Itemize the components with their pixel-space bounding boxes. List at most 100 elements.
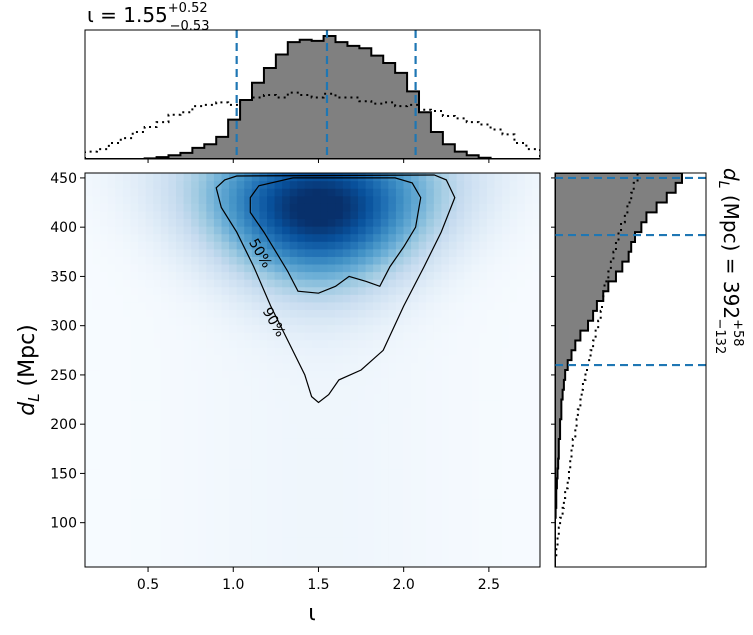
heatmap-cell — [327, 233, 336, 242]
heatmap-cell — [229, 354, 238, 364]
heatmap-cell — [160, 279, 170, 288]
heatmap-cell — [259, 203, 268, 212]
heatmap-cell — [380, 279, 389, 288]
heatmap-cell — [236, 400, 245, 409]
heatmap-cell — [509, 415, 518, 424]
heatmap-cell — [532, 385, 540, 394]
heatmap-cell — [411, 241, 420, 250]
heatmap-cell — [92, 210, 101, 220]
heatmap-cell — [433, 392, 443, 401]
heatmap-cell — [183, 445, 192, 454]
heatmap-cell — [479, 438, 488, 447]
heatmap-cell — [471, 370, 480, 379]
heatmap-cell — [122, 423, 132, 432]
heatmap-cell — [395, 536, 405, 545]
heatmap-cell — [471, 316, 480, 326]
heatmap-cell — [282, 468, 291, 477]
heatmap-cell — [168, 354, 177, 364]
heatmap-cell — [456, 529, 465, 538]
heatmap-cell — [297, 271, 306, 280]
heatmap-cell — [92, 370, 101, 379]
heatmap-cell — [350, 483, 359, 492]
heatmap-cell — [221, 415, 230, 424]
heatmap-cell — [130, 445, 139, 454]
heatmap-cell — [449, 370, 458, 379]
heatmap-cell — [259, 506, 268, 515]
heatmap-cell — [267, 491, 276, 500]
heatmap-cell — [206, 415, 215, 424]
heatmap-cell — [524, 438, 534, 447]
heatmap-cell — [138, 233, 147, 242]
heatmap-cell — [244, 476, 253, 485]
heatmap-cell — [145, 241, 154, 250]
heatmap-cell — [373, 248, 382, 257]
heatmap-cell — [206, 362, 215, 371]
heatmap-cell — [486, 415, 496, 424]
heatmap-cell — [297, 354, 306, 364]
heatmap-cell — [380, 498, 389, 507]
heatmap-cell — [176, 248, 185, 257]
heatmap-cell — [153, 551, 162, 561]
heatmap-cell — [456, 551, 465, 561]
heatmap-cell — [456, 544, 465, 553]
heatmap-cell — [320, 362, 329, 371]
heatmap-cell — [85, 218, 94, 227]
heatmap-cell — [373, 362, 382, 371]
heatmap-cell — [274, 347, 283, 356]
heatmap-cell — [342, 362, 352, 371]
heatmap-cell — [411, 218, 420, 227]
heatmap-cell — [373, 294, 382, 303]
heatmap-cell — [403, 415, 412, 424]
heatmap-cell — [191, 241, 200, 250]
heatmap-cell — [145, 468, 154, 477]
heatmap-cell — [145, 347, 154, 356]
heatmap-cell — [426, 354, 435, 364]
heatmap-cell — [418, 347, 427, 356]
heatmap-cell — [335, 551, 344, 561]
heatmap-cell — [456, 256, 465, 265]
heatmap-cell — [191, 476, 200, 485]
heatmap-cell — [449, 544, 458, 553]
heatmap-cell — [138, 309, 147, 318]
heatmap-cell — [130, 241, 139, 250]
heatmap-cell — [92, 316, 101, 326]
heatmap-cell — [213, 453, 223, 462]
heatmap-cell — [517, 309, 526, 318]
heatmap-cell — [213, 294, 223, 303]
heatmap-cell — [365, 180, 374, 189]
heatmap-cell — [350, 294, 359, 303]
heatmap-cell — [267, 423, 276, 432]
heatmap-cell — [191, 460, 200, 470]
heatmap-cell — [312, 453, 321, 462]
heatmap-cell — [418, 468, 427, 477]
heatmap-cell — [486, 521, 496, 530]
heatmap-cell — [517, 339, 526, 348]
heatmap-cell — [388, 536, 397, 545]
heatmap-cell — [213, 339, 223, 348]
heatmap-cell — [365, 226, 374, 235]
heatmap-cell — [259, 354, 268, 364]
heatmap-cell — [244, 294, 253, 303]
heatmap-cell — [107, 188, 116, 197]
heatmap-cell — [122, 483, 132, 492]
heatmap-cell — [213, 438, 223, 447]
heatmap-cell — [251, 195, 261, 204]
heatmap-cell — [236, 521, 245, 530]
heatmap-cell — [160, 218, 170, 227]
heatmap-cell — [138, 286, 147, 295]
heatmap-cell — [449, 362, 458, 371]
heatmap-cell — [206, 301, 215, 310]
heatmap-cell — [244, 559, 253, 567]
heatmap-cell — [358, 476, 367, 485]
heatmap-cell — [282, 476, 291, 485]
heatmap-cell — [464, 476, 473, 485]
heatmap-cell — [251, 513, 261, 523]
heatmap-cell — [244, 491, 253, 500]
heatmap-cell — [494, 347, 503, 356]
heatmap-cell — [449, 271, 458, 280]
heatmap-cell — [206, 263, 215, 273]
heatmap-cell — [433, 263, 443, 273]
heatmap-cell — [449, 415, 458, 424]
heatmap-cell — [433, 362, 443, 371]
heatmap-cell — [221, 438, 230, 447]
